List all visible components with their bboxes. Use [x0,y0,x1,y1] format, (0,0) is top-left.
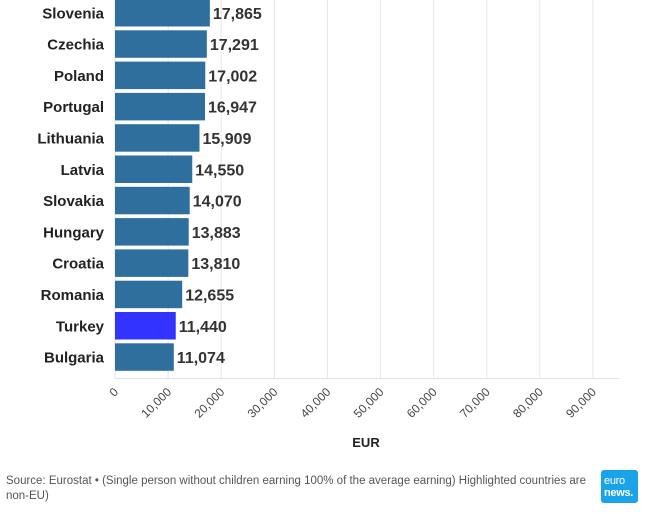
bar [115,249,189,277]
value-label: 12,655 [185,287,234,304]
category-labels: Slovenia Czechia Poland Portugal Lithuania La… [37,5,104,366]
category-label: Slovenia [42,5,104,22]
category-label: Turkey [56,318,105,335]
x-axis-title: EUR [352,435,380,450]
bar [115,124,200,152]
x-tick-label: 20,000 [191,385,227,421]
value-label: 13,810 [191,256,240,273]
bar [115,30,207,58]
category-label: Latvia [61,162,105,179]
bar [115,155,193,183]
x-axis-ticks: 0 10,000 20,000 30,000 40,000 50,000 60,000 70,… [106,385,599,421]
category-label: Portugal [43,99,104,116]
category-label: Hungary [43,224,105,241]
bar-chart: Slovenia Czechia Poland Portugal Lithuania La… [37,0,620,450]
x-tick-label: 70,000 [457,385,493,421]
value-label: 14,070 [193,194,242,211]
category-label: Lithuania [37,130,104,147]
euronews-logo: euro news. [601,470,638,503]
x-tick-label: 90,000 [563,385,599,421]
x-tick-label: 50,000 [351,385,387,421]
bar [115,61,206,90]
x-tick-label: 80,000 [510,385,546,421]
bar [115,0,210,27]
x-tick-label: 10,000 [138,385,174,421]
bar [115,92,205,121]
value-label: 11,440 [179,319,227,336]
bars [115,0,210,371]
logo-line-1: euro [604,474,625,487]
value-label: 17,002 [208,68,257,85]
bar [115,343,174,371]
source-note: Source: Eurostat • (Single person withou… [6,475,587,502]
value-label: 17,291 [210,37,259,54]
value-label: 17,865 [213,6,262,23]
value-label: 13,883 [192,225,241,242]
category-label: Romania [41,287,105,304]
value-labels: 17,865 17,291 17,002 16,947 15,909 14,550 14,0… [177,6,262,367]
x-tick-label: 30,000 [245,385,281,421]
bar [115,312,176,340]
bar [115,280,183,309]
category-label: Croatia [52,256,104,273]
x-tick-label: 40,000 [298,385,334,421]
x-tick-label: 60,000 [404,385,440,421]
bar [115,186,190,215]
category-label: Czechia [47,37,104,54]
bar [115,218,189,246]
value-label: 11,074 [177,350,225,367]
category-label: Poland [54,68,104,85]
value-label: 16,947 [208,100,257,117]
logo-line-2: news. [604,486,634,499]
value-label: 14,550 [195,162,244,179]
category-label: Slovakia [43,193,105,210]
category-label: Bulgaria [44,350,105,367]
value-label: 15,909 [202,131,251,148]
x-tick-label: 0 [106,385,121,400]
